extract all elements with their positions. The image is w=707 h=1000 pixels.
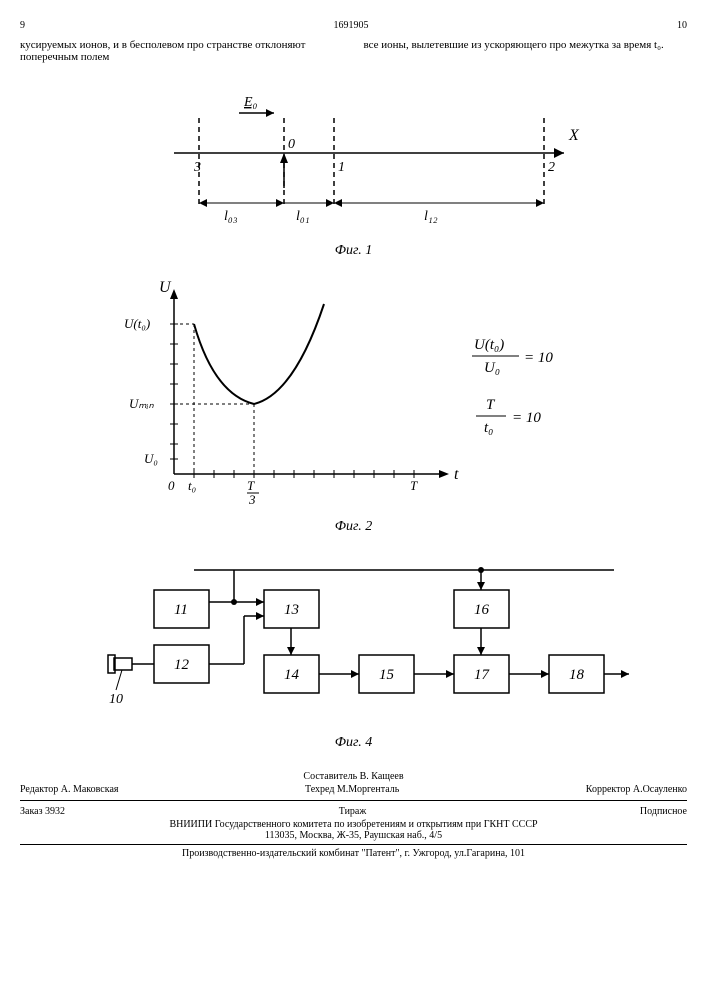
eq1-val: = 10 xyxy=(524,350,553,366)
svg-text:3: 3 xyxy=(248,492,256,504)
page-num-right: 10 xyxy=(677,20,687,31)
subscr: Подписное xyxy=(640,806,687,817)
intro-right: все ионы, вылетевшие из ускоряющего про … xyxy=(364,39,688,63)
block-17: 17 xyxy=(474,667,491,683)
x-0: 0 xyxy=(168,478,175,493)
axis-x-label2: t xyxy=(454,466,459,483)
page-header: 9 1691905 10 xyxy=(20,20,687,31)
print: Производственно-издательский комбинат "П… xyxy=(20,848,687,859)
eq1-den: U₀ xyxy=(484,360,500,376)
figure-1: X E₀ 3 0 1 2 l₀₃ l₀₁ l₁₂ xyxy=(124,78,584,228)
x-t0: t₀ xyxy=(188,478,196,493)
page-num-left: 9 xyxy=(20,20,25,31)
intro-paragraph: кусируемых ионов, и в бесполевом про стр… xyxy=(20,39,687,63)
point-2: 2 xyxy=(548,160,555,175)
block-12: 12 xyxy=(174,657,190,673)
tirazh: Тираж xyxy=(339,806,367,817)
techred: Техред М.Моргенталь xyxy=(305,784,399,795)
eq2-val: = 10 xyxy=(512,410,541,426)
fig2-label: Фиг. 2 xyxy=(20,519,687,535)
fig1-label: Фиг. 1 xyxy=(20,243,687,259)
point-3: 3 xyxy=(193,160,201,175)
block-18: 18 xyxy=(569,667,585,683)
block-16: 16 xyxy=(474,602,490,618)
axis-x-label: X xyxy=(568,127,580,144)
field-label: E₀ xyxy=(243,95,258,110)
length-03: l₀₃ xyxy=(224,209,238,224)
figure-4: 11 13 16 12 14 15 17 18 10 xyxy=(74,550,634,720)
length-12: l₁₂ xyxy=(424,209,438,224)
axis-y-label: U xyxy=(159,279,172,296)
order: Заказ 3932 xyxy=(20,806,65,817)
org: ВНИИПИ Государственного комитета по изоб… xyxy=(20,819,687,830)
point-1: 1 xyxy=(338,160,345,175)
eq2-den: t₀ xyxy=(484,420,493,436)
intro-left: кусируемых ионов, и в бесполевом про стр… xyxy=(20,39,344,63)
length-01: l₀₁ xyxy=(296,209,310,224)
block-14: 14 xyxy=(284,667,300,683)
block-10: 10 xyxy=(109,692,123,707)
point-0: 0 xyxy=(288,137,295,152)
addr: 113035, Москва, Ж-35, Раушская наб., 4/5 xyxy=(20,830,687,841)
editor: Редактор А. Маковская xyxy=(20,784,118,795)
y-umin: Uₘᵢₙ xyxy=(129,396,155,411)
block-15: 15 xyxy=(379,667,395,683)
x-t3: T xyxy=(247,478,255,493)
eq2-num: T xyxy=(486,397,496,413)
block-11: 11 xyxy=(174,602,188,618)
eq1-num: U(t₀) xyxy=(474,337,504,353)
fig4-label: Фиг. 4 xyxy=(20,735,687,751)
y-u0: U₀ xyxy=(144,451,158,466)
block-13: 13 xyxy=(284,602,299,618)
footer: Составитель В. Кащеев Редактор А. Маковс… xyxy=(20,771,687,859)
doc-id: 1691905 xyxy=(334,20,369,31)
composer: Составитель В. Кащеев xyxy=(20,771,687,782)
y-ut0: U(t₀) xyxy=(124,316,150,331)
corrector: Корректор А.Осауленко xyxy=(586,784,687,795)
x-T: T xyxy=(410,478,418,493)
figure-2: U t U(t₀) Uₘᵢₙ U₀ 0 xyxy=(104,274,604,504)
